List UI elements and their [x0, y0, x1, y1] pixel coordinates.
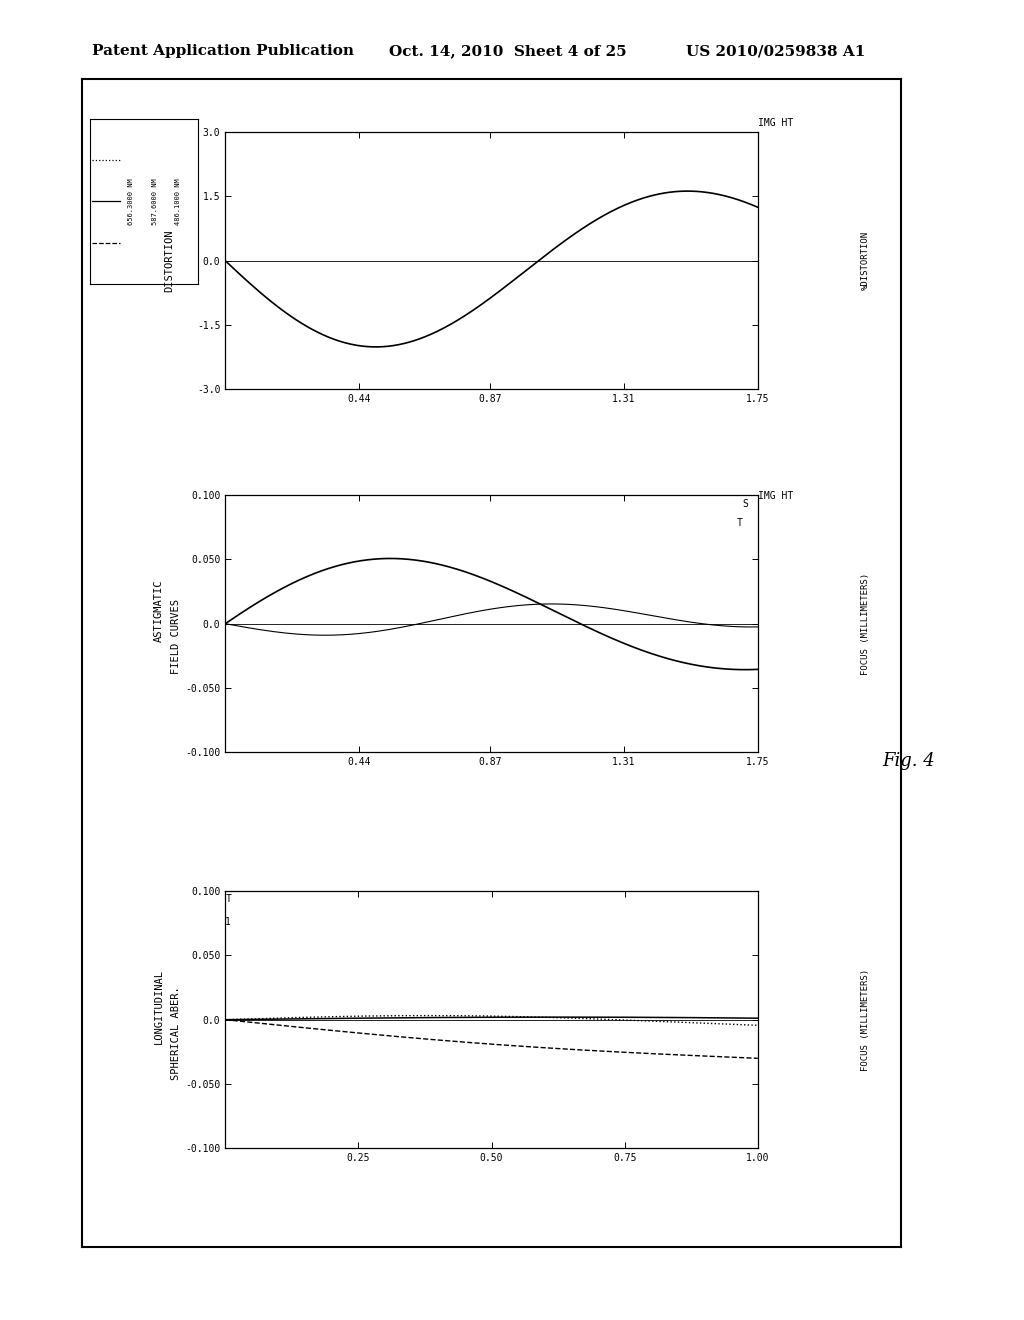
Text: T: T [736, 519, 742, 528]
Text: US 2010/0259838 A1: US 2010/0259838 A1 [686, 45, 865, 58]
Text: IMG HT: IMG HT [758, 491, 793, 502]
Text: T: T [225, 894, 231, 904]
Text: FOCUS (MILLIMETERS): FOCUS (MILLIMETERS) [861, 969, 869, 1071]
Text: S: S [742, 499, 749, 510]
Text: IMG HT: IMG HT [758, 117, 793, 128]
Text: DISTORTION: DISTORTION [164, 230, 174, 292]
Text: Fig. 4: Fig. 4 [883, 751, 936, 770]
Text: 656.3000 NM: 656.3000 NM [128, 178, 134, 224]
Text: FOCUS (MILLIMETERS): FOCUS (MILLIMETERS) [861, 573, 869, 675]
Text: 1: 1 [225, 916, 231, 927]
Text: LONGITUDINAL: LONGITUDINAL [154, 969, 164, 1044]
Text: Oct. 14, 2010  Sheet 4 of 25: Oct. 14, 2010 Sheet 4 of 25 [389, 45, 627, 58]
Text: 587.6000 NM: 587.6000 NM [152, 178, 158, 224]
Text: %DISTORTION: %DISTORTION [861, 231, 869, 290]
Text: 486.1000 NM: 486.1000 NM [175, 178, 181, 224]
Text: FIELD CURVES: FIELD CURVES [171, 599, 181, 675]
Text: Patent Application Publication: Patent Application Publication [92, 45, 354, 58]
Text: ASTIGMATIC: ASTIGMATIC [154, 579, 164, 642]
Text: SPHERICAL ABER.: SPHERICAL ABER. [171, 986, 181, 1080]
